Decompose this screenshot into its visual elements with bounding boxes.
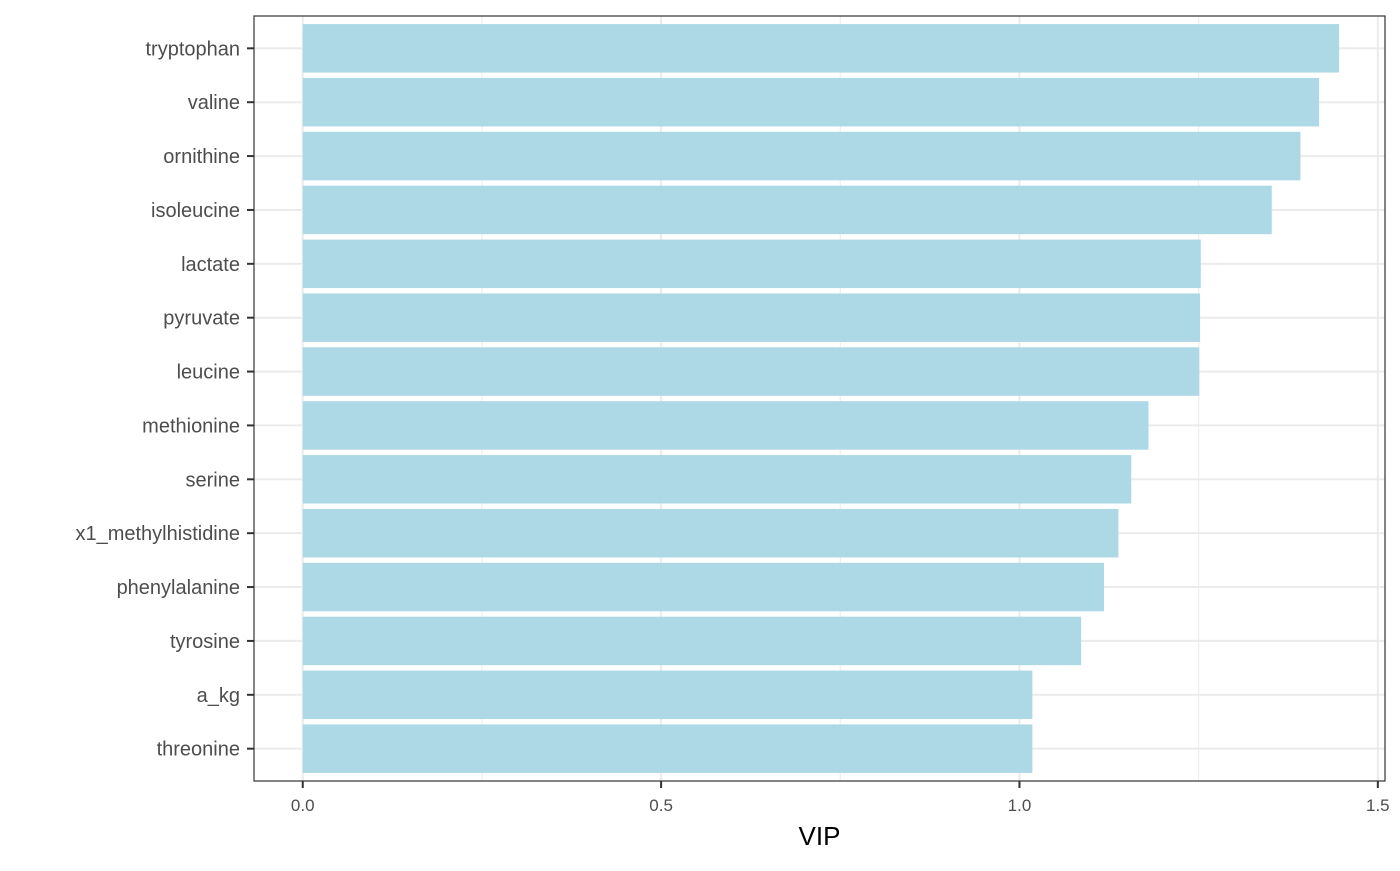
- y-tick-label: threonine: [157, 739, 240, 761]
- y-tick-label: ornithine: [163, 146, 240, 168]
- x-tick-label: 1.0: [1008, 796, 1032, 815]
- panel-border: [253, 15, 1386, 782]
- grid-layer: [254, 16, 1385, 781]
- y-tick-label: tryptophan: [145, 38, 240, 60]
- y-tick-label: a_kg: [197, 685, 240, 707]
- y-tick-label: x1_methylhistidine: [75, 523, 240, 545]
- bar-x1_methylhistidine: [302, 508, 1119, 558]
- y-tick-label: isoleucine: [151, 200, 240, 222]
- y-tick-label: tyrosine: [170, 631, 240, 653]
- bar-threonine: [302, 724, 1033, 773]
- bar-tryptophan: [302, 24, 1340, 73]
- x-tick-label: 1.5: [1366, 796, 1390, 815]
- bar-phenylalanine: [302, 562, 1105, 612]
- bar-pyruvate: [302, 293, 1201, 342]
- x-axis-title: VIP: [799, 821, 841, 851]
- y-tick-label: methionine: [142, 415, 240, 437]
- y-tick-label: phenylalanine: [117, 577, 240, 599]
- bar-tyrosine: [302, 616, 1082, 666]
- y-tick-label: leucine: [177, 362, 240, 384]
- bar-ornithine: [302, 131, 1301, 181]
- bar-valine: [302, 77, 1320, 127]
- x-tick-label: 0.0: [291, 796, 315, 815]
- bar-a_kg: [302, 670, 1033, 720]
- bar-lactate: [302, 239, 1201, 289]
- bar-methionine: [302, 401, 1149, 450]
- y-tick-label: lactate: [181, 254, 240, 276]
- y-tick-label: serine: [186, 469, 240, 491]
- y-tick-label: valine: [188, 92, 240, 114]
- x-axis: 0.0 0.5 1.0 1.5: [291, 781, 1390, 815]
- y-axis: tryptophan valine ornithine isoleucine lacta…: [75, 38, 254, 761]
- bar-isoleucine: [302, 185, 1272, 235]
- x-tick-label: 0.5: [649, 796, 673, 815]
- bar-layer: [302, 24, 1340, 773]
- bar-serine: [302, 455, 1132, 504]
- bar-leucine: [302, 347, 1200, 396]
- y-tick-label: pyruvate: [163, 308, 240, 330]
